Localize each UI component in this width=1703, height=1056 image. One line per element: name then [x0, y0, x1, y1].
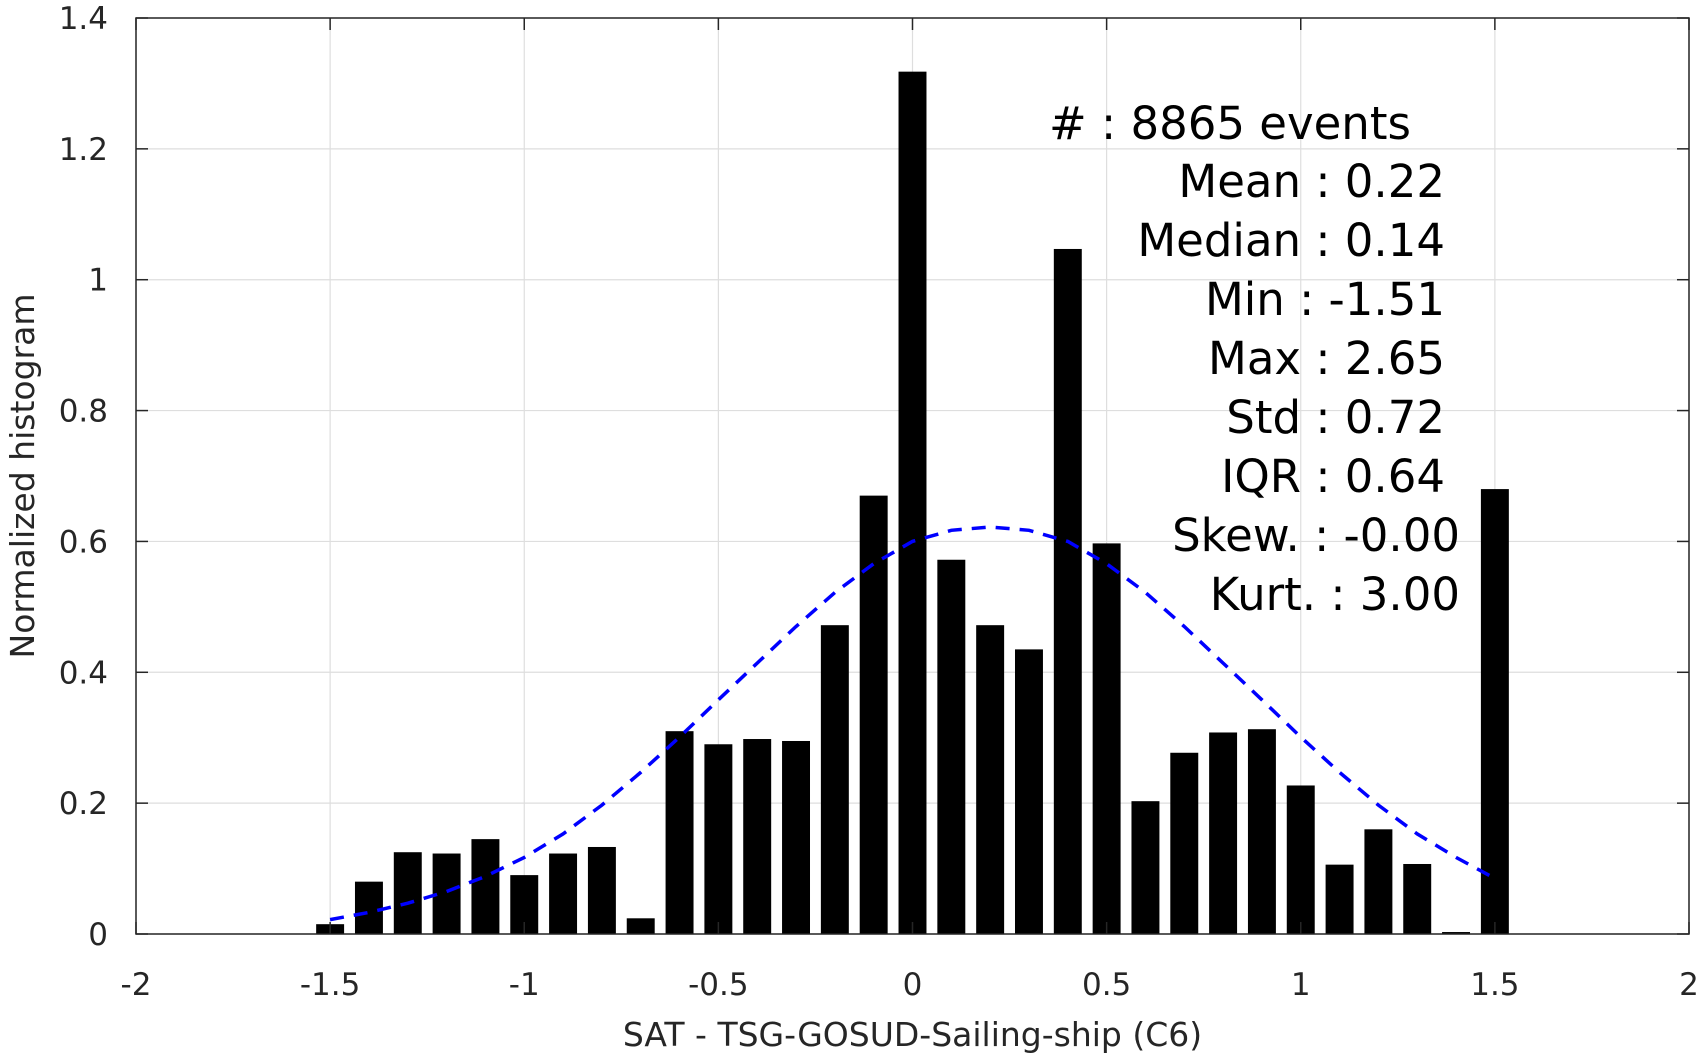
- histogram-bar: [937, 559, 966, 934]
- stat-iqr: IQR : 0.64: [1221, 450, 1445, 503]
- histogram-bar: [704, 744, 733, 934]
- histogram-bar: [393, 852, 422, 934]
- x-tick-label: 1: [1291, 967, 1311, 1003]
- histogram-bar: [782, 740, 811, 934]
- histogram-bar: [1170, 752, 1199, 934]
- y-tick-label: 0.6: [59, 524, 108, 560]
- histogram-bar: [587, 846, 616, 934]
- histogram-bar: [1325, 864, 1354, 934]
- stat-kurt: Kurt. : 3.00: [1210, 568, 1460, 621]
- histogram-bar: [626, 918, 655, 934]
- histogram-bar: [743, 739, 772, 934]
- stat-max: Max : 2.65: [1208, 332, 1445, 385]
- stats-annotation: # : 8865 events Mean : 0.22 Median : 0.1…: [1049, 97, 1460, 621]
- stat-min: Min : -1.51: [1205, 273, 1445, 326]
- histogram-bar: [1286, 785, 1315, 934]
- x-tick-label: 0: [903, 967, 923, 1003]
- histogram-bar: [471, 839, 500, 934]
- y-tick-labels: 0 0.2 0.4 0.6 0.8 1 1.2 1.4: [59, 1, 108, 953]
- y-tick-label: 0.2: [59, 786, 108, 822]
- stat-mean: Mean : 0.22: [1178, 155, 1445, 208]
- histogram-bar: [1209, 732, 1238, 934]
- stat-count: # : 8865 events: [1049, 97, 1411, 150]
- histogram-bar: [1442, 932, 1471, 934]
- x-tick-labels: -2 -1.5 -1 -0.5 0 0.5 1 1.5 2: [121, 967, 1699, 1003]
- y-tick-label: 1.2: [59, 132, 108, 168]
- histogram-bar: [1053, 248, 1082, 934]
- histogram-bar: [432, 853, 461, 934]
- histogram-bar: [665, 731, 694, 934]
- axis-ticks: [135, 17, 1690, 935]
- y-axis-label: Normalized histogram: [3, 294, 42, 659]
- x-tick-label: 2: [1679, 967, 1699, 1003]
- stat-median: Median : 0.14: [1137, 214, 1445, 267]
- y-tick-label: 0.4: [59, 655, 108, 691]
- y-tick-label: 0.8: [59, 394, 108, 430]
- histogram-bar: [859, 495, 888, 934]
- y-tick-label: 1: [88, 263, 108, 299]
- histogram-bar: [976, 625, 1005, 934]
- histogram-bar: [1403, 863, 1432, 934]
- x-tick-label: -0.5: [688, 967, 749, 1003]
- histogram-bar: [1092, 543, 1121, 934]
- y-tick-label: 0: [88, 917, 108, 953]
- x-tick-label: -2: [121, 967, 152, 1003]
- histogram-bar: [549, 853, 578, 934]
- fit-curve: [329, 525, 1496, 922]
- x-tick-label: 0.5: [1082, 967, 1131, 1003]
- histogram-bar: [820, 625, 849, 934]
- x-axis-label: SAT - TSG-GOSUD-Sailing-ship (C6): [623, 1015, 1202, 1054]
- stat-skew: Skew. : -0.00: [1172, 509, 1460, 562]
- x-tick-label: -1: [509, 967, 540, 1003]
- stat-std: Std : 0.72: [1226, 391, 1445, 444]
- histogram-bar: [1364, 829, 1393, 934]
- y-tick-label: 1.4: [59, 1, 108, 37]
- x-tick-label: 1.5: [1470, 967, 1519, 1003]
- x-tick-label: -1.5: [300, 967, 361, 1003]
- histogram-bar: [898, 71, 927, 934]
- histogram-bar: [1247, 729, 1276, 934]
- histogram-bar: [1014, 649, 1043, 934]
- histogram-bar: [1131, 801, 1160, 934]
- histogram-bar: [1480, 489, 1509, 934]
- histogram-bar: [354, 881, 383, 934]
- histogram-bars: [316, 71, 1509, 934]
